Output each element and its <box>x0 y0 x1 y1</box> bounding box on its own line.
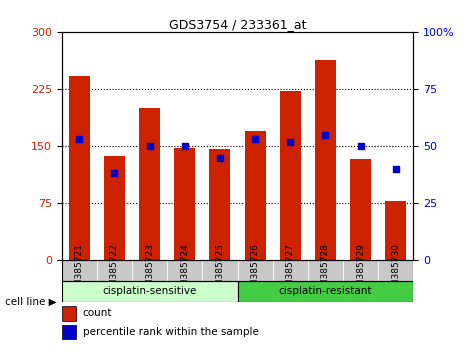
Bar <box>139 108 160 260</box>
Bar <box>315 60 336 260</box>
Text: cisplatin-resistant: cisplatin-resistant <box>279 286 372 296</box>
Bar <box>209 149 230 260</box>
Text: count: count <box>83 308 113 319</box>
Text: GSM385729: GSM385729 <box>356 243 365 298</box>
Bar <box>308 260 343 281</box>
Bar <box>62 260 413 281</box>
Bar <box>385 201 406 260</box>
Text: GSM385730: GSM385730 <box>391 243 400 298</box>
Text: GSM385726: GSM385726 <box>251 243 259 298</box>
Bar <box>69 76 90 260</box>
Bar <box>378 260 413 281</box>
Title: GDS3754 / 233361_at: GDS3754 / 233361_at <box>169 18 306 31</box>
Point <box>76 136 83 142</box>
Bar <box>343 260 378 281</box>
Bar <box>167 260 202 281</box>
Bar <box>245 131 266 260</box>
Text: GSM385721: GSM385721 <box>75 243 84 298</box>
Point <box>251 136 259 142</box>
Bar <box>238 260 273 281</box>
Bar <box>132 260 167 281</box>
Bar <box>350 159 371 260</box>
Point <box>392 166 399 172</box>
Point <box>111 171 118 176</box>
Text: GSM385723: GSM385723 <box>145 243 154 298</box>
Bar <box>174 148 195 260</box>
Text: GSM385722: GSM385722 <box>110 243 119 298</box>
Text: GSM385725: GSM385725 <box>216 243 224 298</box>
Bar <box>62 260 97 281</box>
Bar <box>62 281 238 302</box>
Bar <box>202 260 238 281</box>
Text: cell line ▶: cell line ▶ <box>5 297 57 307</box>
Point <box>146 143 153 149</box>
Bar <box>62 306 76 320</box>
Text: cisplatin-sensitive: cisplatin-sensitive <box>103 286 197 296</box>
Bar <box>62 325 76 339</box>
Point <box>286 139 294 144</box>
Text: GSM385728: GSM385728 <box>321 243 330 298</box>
Text: percentile rank within the sample: percentile rank within the sample <box>83 327 259 337</box>
Point <box>216 155 224 160</box>
Point <box>357 143 364 149</box>
Bar <box>97 260 132 281</box>
Text: GSM385727: GSM385727 <box>286 243 294 298</box>
Bar <box>280 91 301 260</box>
Text: GSM385724: GSM385724 <box>180 243 189 298</box>
Bar <box>238 281 413 302</box>
Point <box>181 143 189 149</box>
Bar <box>273 260 308 281</box>
Point <box>322 132 329 137</box>
Bar <box>104 156 125 260</box>
